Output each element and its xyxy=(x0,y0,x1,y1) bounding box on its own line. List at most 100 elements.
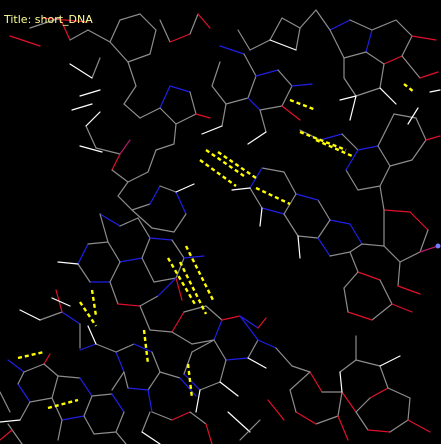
hydrogen-bond xyxy=(349,95,357,121)
carbon-bond xyxy=(343,77,357,97)
nitrogen-bond xyxy=(213,319,223,341)
carbon-bond xyxy=(141,411,151,433)
hydrogen-bond xyxy=(403,83,415,93)
carbon-bond xyxy=(343,287,349,313)
nitrogen-bond xyxy=(17,383,31,403)
carbon-bond xyxy=(243,53,257,77)
oxygen-bond xyxy=(197,13,211,29)
oxygen-bond xyxy=(171,411,191,421)
nitrogen-bond xyxy=(295,193,319,201)
hydrogen-bond xyxy=(219,381,239,397)
oxygen-bond xyxy=(419,71,439,79)
oxygen-bond xyxy=(175,277,183,301)
carbon-bond xyxy=(337,391,343,417)
phosphorus-bond xyxy=(419,245,439,253)
carbon-bond xyxy=(349,251,359,273)
carbon-bond xyxy=(141,237,151,259)
oxygen-bond xyxy=(117,303,141,307)
carbon-bond xyxy=(151,227,175,233)
oxygen-bond xyxy=(295,411,317,425)
bond-lines xyxy=(0,9,441,444)
phosphorus-bond xyxy=(119,139,131,155)
carbon-bond xyxy=(315,415,339,425)
hydrogen-bond xyxy=(205,149,245,177)
carbon-bond xyxy=(225,97,249,105)
carbon-bond xyxy=(221,103,227,127)
hydrogen-bond xyxy=(429,89,441,93)
nitrogen-bond xyxy=(175,191,187,215)
nitrogen-bond xyxy=(239,315,259,329)
carbon-bond xyxy=(149,29,157,55)
oxygen-bond xyxy=(205,423,213,444)
hydrogen-bond xyxy=(87,325,97,345)
nitrogen-bond xyxy=(133,343,153,353)
carbon-bond xyxy=(149,329,173,333)
oxygen-bond xyxy=(171,311,185,333)
hydrogen-bond xyxy=(339,95,357,101)
carbon-bond xyxy=(249,39,271,51)
carbon-bond xyxy=(77,263,91,283)
nitrogen-bond xyxy=(319,133,343,141)
oxygen-bond xyxy=(407,419,431,433)
hydrogen-bond xyxy=(19,309,41,321)
nitrogen-bond xyxy=(79,343,97,351)
carbon-bond xyxy=(349,19,373,31)
carbon-bond xyxy=(349,243,363,253)
nitrogen-bond xyxy=(147,389,153,413)
nitrogen-bond xyxy=(257,339,277,349)
carbon-bond xyxy=(377,145,391,167)
carbon-bond xyxy=(289,371,311,391)
hydrogen-bond xyxy=(259,207,263,227)
carbon-bond xyxy=(91,57,101,79)
hydrogen-bond xyxy=(0,419,21,423)
carbon-bond xyxy=(51,397,63,421)
carbon-bond xyxy=(119,217,139,227)
hydrogen-bond xyxy=(184,245,216,303)
nitrogen-bond xyxy=(61,415,85,421)
carbon-bond xyxy=(109,261,121,283)
carbon-bond xyxy=(115,343,135,353)
carbon-bond xyxy=(159,185,177,193)
carbon-bond xyxy=(141,257,155,283)
carbon-bond xyxy=(109,281,119,305)
oxygen-bond xyxy=(391,303,413,313)
hydrogen-bond xyxy=(379,87,397,105)
carbon-bond xyxy=(275,347,293,367)
carbon-bond xyxy=(411,139,427,161)
hydrogen-bond xyxy=(299,130,347,152)
carbon-bond xyxy=(183,351,193,375)
carbon-bond xyxy=(29,397,53,403)
nitrogen-bond xyxy=(159,85,171,109)
carbon-bond xyxy=(87,29,111,43)
carbon-bond xyxy=(175,257,185,279)
carbon-bond xyxy=(379,63,385,89)
carbon-bond xyxy=(23,363,45,373)
carbon-bond xyxy=(139,295,159,307)
oxygen-bond xyxy=(281,105,301,121)
carbon-bond xyxy=(345,169,359,191)
oxygen-bond xyxy=(357,271,381,281)
carbon-bond xyxy=(117,195,133,211)
carbon-bond xyxy=(139,107,161,119)
carbon-bond xyxy=(329,29,345,59)
nitrogen-bond xyxy=(111,393,125,413)
carbon-bond xyxy=(329,251,351,257)
oxygen-bond xyxy=(309,371,323,393)
carbon-bond xyxy=(295,27,301,51)
oxygen-bond xyxy=(41,17,89,23)
carbon-bond xyxy=(173,123,177,145)
carbon-bond xyxy=(341,133,359,151)
nitrogen-bond xyxy=(219,45,245,55)
hydrogen-bond xyxy=(175,183,195,193)
carbon-bond xyxy=(159,371,181,379)
hydrogen-bond xyxy=(269,39,297,51)
carbon-bond xyxy=(401,35,413,57)
carbon-bond xyxy=(237,29,251,51)
carbon-bond xyxy=(7,423,23,444)
carbon-bond xyxy=(123,103,141,119)
hydrogen-bond xyxy=(79,145,103,153)
carbon-bond xyxy=(249,187,263,209)
carbon-bond xyxy=(155,143,175,151)
